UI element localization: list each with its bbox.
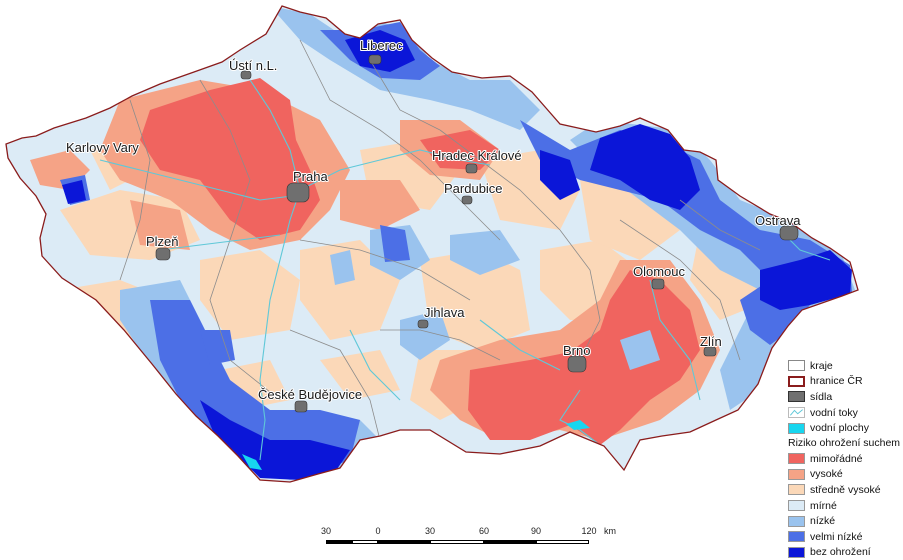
city-marker-olomouc <box>651 278 665 290</box>
legend-label: hranice ČR <box>810 375 863 388</box>
legend-item-risk: středně vysoké <box>788 482 902 498</box>
city-marker-liberec <box>368 54 382 65</box>
legend-item-border: hranice ČR <box>788 374 902 390</box>
city-markers <box>155 54 799 413</box>
city-label-pardubice: Pardubice <box>444 181 503 196</box>
city-label-liberec: Liberec <box>360 38 403 53</box>
scale-tick-label: 120 <box>581 526 597 536</box>
scale-tick-label: 60 <box>478 526 490 536</box>
city-marker-budejovice <box>294 400 308 413</box>
scale-segment <box>352 540 378 544</box>
city-label-olomouc: Olomouc <box>633 264 686 279</box>
city-marker-zlin <box>703 346 717 357</box>
city-marker-pardubice <box>461 195 473 205</box>
city-marker-praha <box>286 182 310 203</box>
legend-label: středně vysoké <box>810 483 881 496</box>
legend-swatch-risk <box>788 468 805 480</box>
city-label-plzen: Plzeň <box>146 234 179 249</box>
legend-label: vodní plochy <box>810 422 869 435</box>
region-boundaries <box>119 39 761 441</box>
legend-item-risk: mírné <box>788 498 902 514</box>
city-label-brno: Brno <box>563 343 590 358</box>
scale-segment <box>536 540 589 544</box>
city-marker-ostrava <box>779 225 799 241</box>
legend-item-risk: vysoké <box>788 467 902 483</box>
legend-swatch-risk <box>788 515 805 527</box>
legend-label: mírné <box>810 499 837 512</box>
city-label-usti: Ústí n.L. <box>229 58 277 73</box>
legend-swatch-settlements <box>788 391 805 403</box>
legend-swatch-risk <box>788 484 805 496</box>
legend-swatch-risk <box>788 546 805 558</box>
legend-label: velmi nízké <box>810 530 863 543</box>
city-label-budejovice: České Budějovice <box>258 387 362 402</box>
national-border <box>5 5 859 483</box>
city-label-ostrava: Ostrava <box>755 213 801 228</box>
scale-segment <box>378 540 430 544</box>
city-label-hradec: Hradec Králové <box>432 148 522 163</box>
scale-segment <box>326 540 352 544</box>
legend-item-risk: nízké <box>788 513 902 529</box>
city-marker-brno <box>567 355 587 373</box>
legend-swatch-border <box>788 375 805 387</box>
city-labels: Liberec Ústí n.L. Karlovy Vary Hradec Kr… <box>65 37 802 403</box>
scale-segment <box>484 540 536 544</box>
legend-risk-title: Riziko ohrožení suchem <box>788 436 901 449</box>
legend-swatch-risk <box>788 453 805 465</box>
city-marker-hradec <box>465 163 478 174</box>
legend-swatch-risk <box>788 500 805 512</box>
city-label-jihlava: Jihlava <box>424 305 465 320</box>
legend-item-rivers: vodní toky <box>788 405 902 421</box>
legend-label: nízké <box>810 515 836 528</box>
lake-nove-mlyny <box>566 420 590 430</box>
legend-label: bez ohrožení <box>810 546 871 559</box>
city-label-praha: Praha <box>293 169 328 184</box>
risk-none-areas <box>62 30 852 480</box>
legend-item-risk: bez ohrožení <box>788 545 902 560</box>
city-marker-jihlava <box>417 319 429 329</box>
legend-swatch-risk <box>788 531 805 543</box>
legend-item-risk: velmi nízké <box>788 529 902 545</box>
legend-label: mimořádné <box>810 452 863 465</box>
city-label-zlin: Zlín <box>700 334 722 349</box>
rivers <box>99 79 831 461</box>
city-marker-usti <box>240 70 252 80</box>
scale-tick-label: 30 <box>320 526 332 536</box>
lake-lipno <box>242 454 262 470</box>
scale-tick-label: 30 <box>424 526 436 536</box>
water-bodies <box>242 420 590 470</box>
legend-label: kraje <box>810 359 833 372</box>
legend-swatch-water <box>788 422 805 434</box>
map-legend: kraje hranice ČR sídla vodní toky vodní … <box>788 358 902 560</box>
scale-unit: km <box>604 526 616 536</box>
legend-label: vodní toky <box>810 406 858 419</box>
legend-label: vysoké <box>810 468 843 481</box>
scale-segment <box>430 540 484 544</box>
city-label-karlovy-vary: Karlovy Vary <box>66 140 139 155</box>
scale-tick-label: 90 <box>530 526 542 536</box>
legend-item-water: vodní plochy <box>788 420 902 436</box>
legend-swatch-rivers <box>788 407 805 419</box>
legend-label: sídla <box>810 390 833 403</box>
scale-tick-label: 0 <box>375 526 381 536</box>
legend-item-risk: mimořádné <box>788 451 902 467</box>
legend-item-settlements: sídla <box>788 389 902 405</box>
legend-swatch-kraje <box>788 360 805 372</box>
city-marker-plzen <box>155 247 171 261</box>
scale-bar: 30 0 30 60 90 120 km <box>318 526 648 548</box>
legend-item-kraje: kraje <box>788 358 902 374</box>
